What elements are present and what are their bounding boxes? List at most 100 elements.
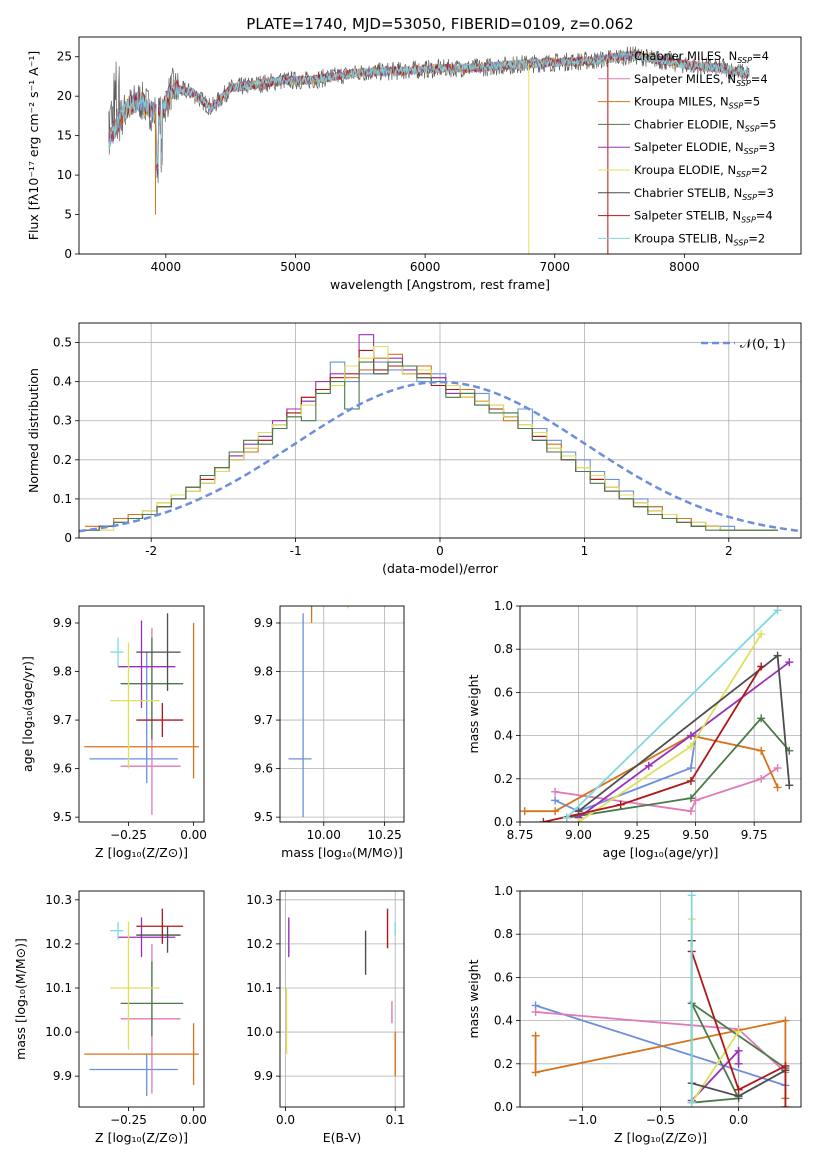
y-tick-label: 0.1 [53, 492, 72, 506]
x-tick-label: 0.0 [276, 1113, 295, 1127]
y-tick-label: 0.0 [494, 1100, 513, 1114]
x-tick-label: −0.25 [110, 1113, 147, 1127]
y-tick-label: 9.8 [254, 665, 273, 679]
y-tick-label: 0.5 [53, 336, 72, 350]
axes-frame [279, 890, 405, 1108]
y-tick-label: 5 [64, 208, 72, 222]
x-axis-label: E(B-V) [323, 1130, 362, 1145]
y-tick-label: 25 [57, 50, 72, 64]
x-tick-label: -1 [290, 544, 302, 558]
legend-entry: Salpeter STELIB, NSSP=4 [634, 209, 773, 225]
x-tick-label: 0.00 [180, 1113, 207, 1127]
y-tick-label: 10.0 [45, 1025, 72, 1039]
y-tick-label: 0.0 [494, 815, 513, 829]
y-tick-label: 0 [64, 247, 72, 261]
x-tick-label: 2 [725, 544, 733, 558]
x-axis-label: wavelength [Angstrom, rest frame] [330, 277, 550, 292]
weight-series-line [690, 951, 787, 1107]
y-tick-label: 9.7 [53, 713, 72, 727]
plot-area [285, 908, 396, 1077]
legend-entry: Salpeter ELODIE, NSSP=3 [634, 140, 775, 156]
x-tick-label: 8000 [669, 260, 700, 274]
axes-frame [519, 605, 802, 823]
legend-entry: Salpeter MILES, NSSP=4 [634, 72, 768, 88]
y-tick-label: 9.5 [254, 810, 273, 824]
x-tick-label: 10.00 [307, 828, 341, 842]
mass-weight-vs-age-panel: 8.75 9.00 9.25 9.50 9.75 0.0 0.2 0.4 0.6 0.8 1.0 ag… [466, 599, 802, 860]
y-tick-label: 10.3 [246, 893, 273, 907]
weight-series-line [577, 653, 791, 812]
y-tick-label: 1.0 [494, 599, 513, 613]
y-tick-label: 10.2 [45, 937, 72, 951]
axes-frame [78, 890, 205, 1108]
y-tick-label: 10.3 [45, 893, 72, 907]
axes-frame [78, 36, 802, 255]
y-tick-label: 9.9 [53, 1069, 72, 1083]
x-axis-label: Z [log₁₀(Z/Z⊙)] [95, 1130, 188, 1145]
residual-distribution-panel: -2 -1 0 1 2 0 0.1 0.2 0.3 0.4 0.5 (data-model)/erro… [26, 322, 802, 576]
x-axis-label: Z [log₁₀(Z/Z⊙)] [95, 845, 188, 860]
x-tick-label: 0 [436, 544, 444, 558]
y-tick-label: 20 [57, 89, 72, 103]
plot-area [288, 606, 349, 818]
age-vs-metallicity-panel: −0.25 0.00 9.5 9.6 9.7 9.8 9.9 Z [log₁₀(Z/Z⊙)] a… [20, 605, 207, 860]
y-axis-label: mass weight [466, 959, 481, 1038]
y-tick-label: 0.4 [494, 1014, 513, 1028]
plot-area [79, 334, 801, 533]
histogram-step [84, 361, 778, 531]
y-tick-label: 0.2 [53, 453, 72, 467]
y-tick-label: 0.8 [494, 642, 513, 656]
legend-entry: Chabrier ELODIE, NSSP=5 [634, 117, 776, 133]
x-tick-label: 5000 [280, 260, 311, 274]
x-tick-label: 6000 [410, 260, 441, 274]
plot-area [531, 891, 790, 1107]
x-axis-label: age [log₁₀(age/yr)] [603, 845, 719, 860]
axes-frame [519, 890, 802, 1108]
legend-entry: Kroupa MILES, NSSP=5 [634, 95, 760, 111]
mass-weight-vs-metallicity-panel: −1.0 −0.5 0.0 0.0 0.2 0.4 0.6 0.8 1.0 Z [log₁₀(Z/… [466, 884, 802, 1145]
plot-area [84, 613, 199, 815]
weight-series-line [566, 609, 779, 819]
y-tick-label: 0.4 [494, 729, 513, 743]
x-tick-label: 4000 [151, 260, 182, 274]
x-tick-label: 1 [581, 544, 589, 558]
legend-entry: Kroupa STELIB, NSSP=2 [634, 231, 765, 247]
y-tick-label: 0.4 [53, 375, 72, 389]
weight-series-line [535, 1004, 786, 1087]
y-tick-label: 10.1 [45, 981, 72, 995]
x-tick-label: 8.75 [507, 828, 534, 842]
y-axis-label: mass [log₁₀(M/M⊙)] [13, 938, 28, 1060]
y-tick-label: 9.5 [53, 810, 72, 824]
y-tick-label: 9.6 [254, 762, 273, 776]
y-tick-label: 9.9 [254, 616, 273, 630]
legend-entry: Chabrier MILES, NSSP=4 [634, 49, 769, 65]
y-tick-label: 0.8 [494, 927, 513, 941]
y-tick-label: 9.9 [254, 1069, 273, 1083]
x-tick-label: −0.5 [646, 1113, 675, 1127]
x-tick-label: 0.1 [386, 1113, 405, 1127]
weight-series-line [689, 1000, 786, 1104]
x-tick-label: 7000 [539, 260, 570, 274]
axes-frame [78, 605, 205, 823]
y-tick-label: 10.1 [246, 981, 273, 995]
x-tick-label: 9.25 [624, 828, 651, 842]
y-tick-label: 0 [64, 531, 72, 545]
x-tick-label: −0.25 [110, 828, 147, 842]
mass-vs-metallicity-panel: −0.25 0.00 9.9 10.0 10.1 10.2 10.3 Z [log₁₀(Z/Z… [13, 890, 207, 1145]
x-axis-label: Z [log₁₀(Z/Z⊙)] [614, 1130, 707, 1145]
y-tick-label: 1.0 [494, 884, 513, 898]
y-tick-label: 9.8 [53, 665, 72, 679]
y-tick-label: 0.3 [53, 414, 72, 428]
y-axis-label: age [log₁₀(age/yr)] [20, 656, 35, 772]
y-tick-label: 10.2 [246, 937, 273, 951]
y-tick-label: 9.6 [53, 762, 72, 776]
y-axis-label: Normed distribution [26, 368, 41, 493]
y-tick-label: 0.2 [494, 772, 513, 786]
x-tick-label: 9.50 [682, 828, 709, 842]
weight-series-line [577, 633, 762, 822]
x-tick-label: 0.0 [729, 1113, 748, 1127]
mass-vs-ebv-panel: 0.0 0.1 9.9 10.0 10.1 10.2 10.3 E(B-V) [246, 890, 405, 1145]
plot-area [108, 46, 750, 254]
x-tick-label: -2 [145, 544, 157, 558]
x-tick-label: 9.75 [741, 828, 768, 842]
